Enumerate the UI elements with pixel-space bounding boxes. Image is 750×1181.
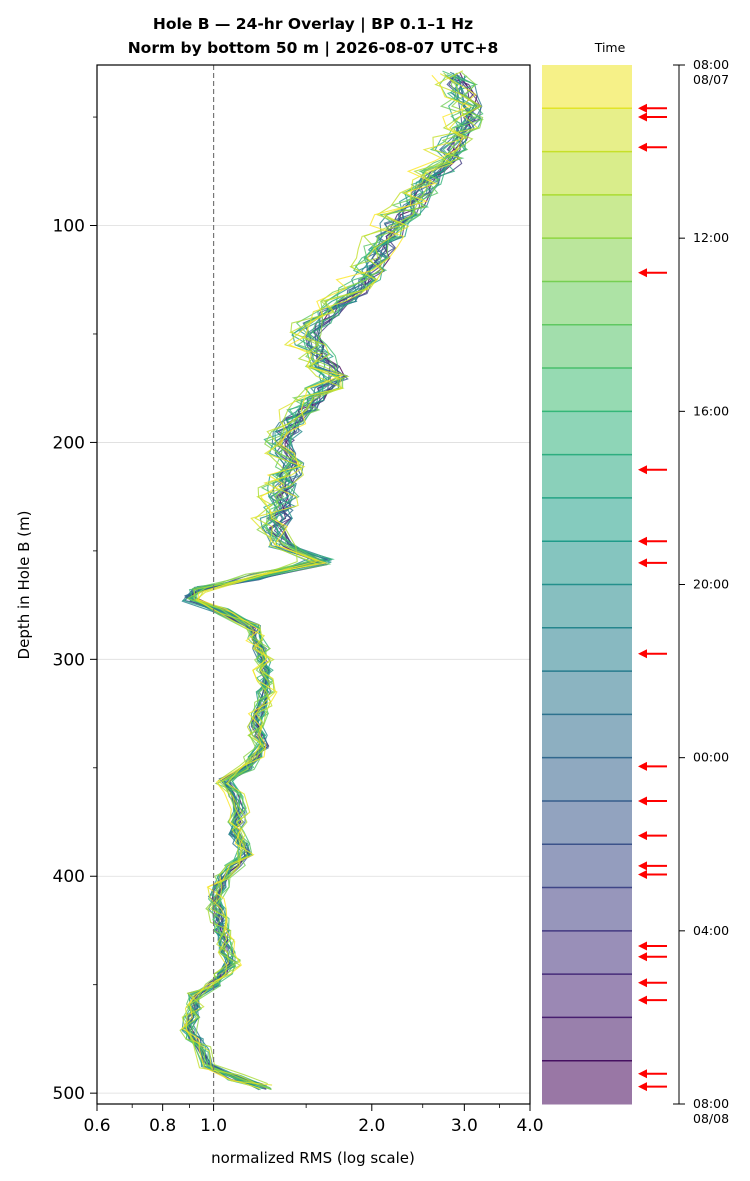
event-arrow-14 xyxy=(638,952,667,962)
event-arrow-15 xyxy=(638,978,667,988)
colorbar-band-22 xyxy=(542,1017,632,1062)
event-arrow-5 xyxy=(638,536,667,546)
y-axis: 100 200 300 400 500 xyxy=(53,116,97,1104)
colorbar-tick-label-5: 04:00 xyxy=(693,923,729,938)
y-tick-label-0: 100 xyxy=(53,217,85,237)
colorbar-band-20 xyxy=(542,930,632,975)
colorbar-band-4 xyxy=(542,238,632,282)
event-arrow-7 xyxy=(638,649,667,659)
event-arrow-1 xyxy=(638,112,667,122)
y-axis-label: Depth in Hole B (m) xyxy=(15,511,33,660)
colorbar-band-19 xyxy=(542,887,632,932)
colorbar-band-1 xyxy=(542,108,632,153)
colorbar-band-15 xyxy=(542,714,632,759)
colorbar-axis: 08:00 08/07 12:00 16:00 20:00 00:00 04:00 08:00… xyxy=(673,57,729,1126)
x-tick-label-4: 3.0 xyxy=(451,1116,478,1136)
plot-frame xyxy=(96,64,531,1105)
y-tick-label-3: 400 xyxy=(53,867,85,887)
chart-title: Hole B — 24-hr Overlay | BP 0.1–1 Hz xyxy=(153,15,473,34)
colorbar-band-17 xyxy=(542,800,632,845)
colorbar-band-6 xyxy=(542,324,632,369)
x-tick-label-5: 4.0 xyxy=(516,1116,543,1136)
series-line-19 xyxy=(185,71,484,1090)
colorbar-band-14 xyxy=(542,671,632,715)
event-arrow-6 xyxy=(638,558,667,568)
y-tick-label-2: 300 xyxy=(53,650,85,670)
colorbar-tick-label-1: 12:00 xyxy=(693,230,729,245)
x-axis-label: normalized RMS (log scale) xyxy=(211,1149,415,1167)
colorbar-tick-label-6: 08:00 08/08 xyxy=(693,1096,729,1126)
colorbar-band-8 xyxy=(542,411,632,456)
y-tick-label-4: 500 xyxy=(53,1084,85,1104)
event-arrow-2 xyxy=(638,142,667,152)
x-tick-label-3: 2.0 xyxy=(358,1116,385,1136)
colorbar xyxy=(542,65,632,1105)
colorbar-band-9 xyxy=(542,454,632,499)
series-line-10 xyxy=(181,74,473,1086)
series-line-23 xyxy=(181,74,473,1089)
colorbar-band-5 xyxy=(542,281,632,326)
event-arrow-8 xyxy=(638,761,667,771)
event-arrow-10 xyxy=(638,831,667,841)
colorbar-band-0 xyxy=(542,65,632,109)
colorbar-band-13 xyxy=(542,627,632,672)
chart-subtitle: Norm by bottom 50 m | 2026-08-07 UTC+8 xyxy=(128,39,499,58)
event-arrow-16 xyxy=(638,995,667,1005)
profile-lines xyxy=(179,70,485,1091)
grid-lines xyxy=(97,225,530,1094)
y-tick-label-1: 200 xyxy=(53,433,85,453)
x-tick-label-2: 1.0 xyxy=(200,1116,227,1136)
event-arrow-11 xyxy=(638,861,667,871)
event-arrow-9 xyxy=(638,796,667,806)
series-line-17 xyxy=(185,75,477,1091)
event-arrow-3 xyxy=(638,268,667,278)
x-tick-label-0: 0.6 xyxy=(83,1116,110,1136)
colorbar-band-21 xyxy=(542,974,632,1018)
event-arrow-0 xyxy=(638,103,667,113)
event-arrow-17 xyxy=(638,1069,667,1079)
colorbar-tick-label-4: 00:00 xyxy=(693,750,729,765)
colorbar-band-3 xyxy=(542,194,632,239)
colorbar-band-2 xyxy=(542,151,632,196)
colorbar-band-7 xyxy=(542,368,632,412)
colorbar-tick-label-3: 20:00 xyxy=(693,577,729,592)
colorbar-label: Time xyxy=(594,40,626,55)
series-line-0 xyxy=(187,72,478,1085)
event-arrow-18 xyxy=(638,1082,667,1092)
series-line-22 xyxy=(184,73,477,1086)
x-axis: 0.6 0.8 1.0 2.0 3.0 4.0 xyxy=(83,1104,544,1136)
colorbar-band-11 xyxy=(542,541,632,585)
colorbar-band-16 xyxy=(542,757,632,802)
colorbar-tick-label-2: 16:00 xyxy=(693,403,729,418)
event-arrow-13 xyxy=(638,941,667,951)
colorbar-band-12 xyxy=(542,584,632,629)
event-arrow-4 xyxy=(638,465,667,475)
event-arrows xyxy=(638,103,667,1092)
x-tick-label-1: 0.8 xyxy=(149,1116,176,1136)
colorbar-band-23 xyxy=(542,1060,632,1105)
colorbar-tick-label-0: 08:00 08/07 xyxy=(693,57,729,87)
colorbar-band-10 xyxy=(542,497,632,542)
event-arrow-12 xyxy=(638,870,667,880)
colorbar-band-18 xyxy=(542,844,632,889)
series-line-15 xyxy=(185,74,483,1090)
